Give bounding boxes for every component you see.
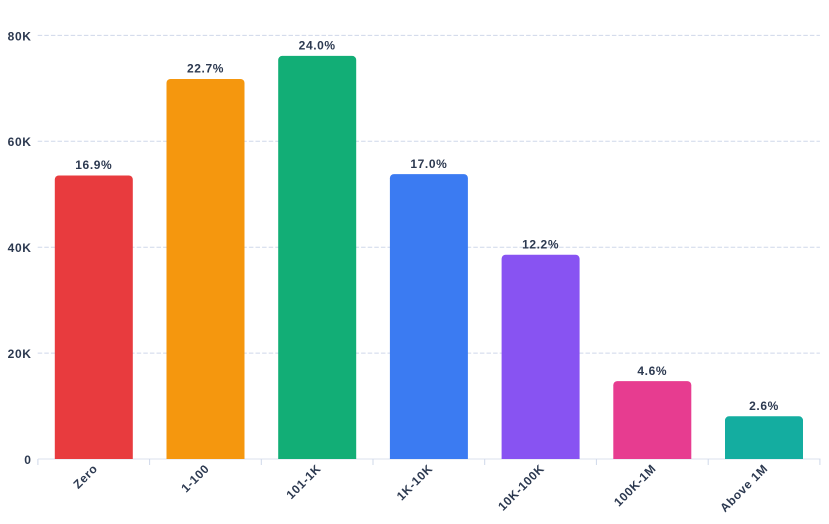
- svg-text:17.0%: 17.0%: [410, 157, 447, 171]
- svg-text:4.6%: 4.6%: [637, 364, 667, 378]
- svg-text:20K: 20K: [8, 347, 32, 361]
- svg-text:0: 0: [24, 453, 31, 467]
- svg-text:16.9%: 16.9%: [75, 158, 112, 172]
- svg-text:40K: 40K: [8, 241, 32, 255]
- svg-text:22.7%: 22.7%: [187, 62, 224, 76]
- svg-text:2.6%: 2.6%: [749, 399, 779, 413]
- svg-text:12.2%: 12.2%: [522, 237, 559, 251]
- svg-text:80K: 80K: [8, 29, 32, 43]
- svg-text:24.0%: 24.0%: [299, 39, 336, 53]
- svg-text:60K: 60K: [8, 135, 32, 149]
